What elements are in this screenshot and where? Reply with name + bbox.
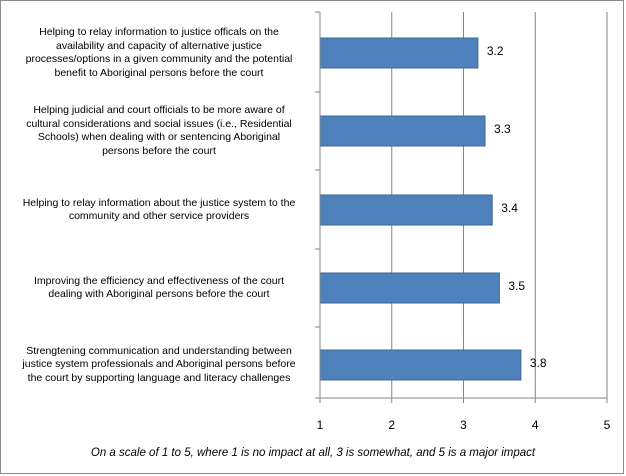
bar bbox=[319, 194, 493, 226]
data-label: 3.3 bbox=[494, 122, 511, 136]
data-label: 3.8 bbox=[529, 356, 547, 370]
category-label-line: availability and capacity of alternative… bbox=[55, 39, 263, 52]
category-label-line: persons before the court bbox=[102, 144, 216, 157]
category-label-line: Helping judicial and court officials to … bbox=[33, 104, 285, 116]
x-tick-label: 4 bbox=[531, 418, 539, 432]
bar bbox=[319, 37, 479, 69]
x-axis-caption: On a scale of 1 to 5, where 1 is no impa… bbox=[90, 447, 536, 459]
category-label-line: Strengtening communication and understan… bbox=[26, 344, 292, 357]
category-label: Helping judicial and court officials to … bbox=[10, 104, 308, 158]
category-label-line: dealing with Aboriginal persons before t… bbox=[48, 288, 270, 300]
category-label-line: justice system professionals and Aborigi… bbox=[22, 358, 296, 371]
category-label-line: benefit to Aboriginal persons before the… bbox=[54, 66, 264, 79]
x-tick-label: 2 bbox=[388, 418, 396, 432]
data-label: 3.4 bbox=[501, 201, 518, 215]
x-tick-label: 5 bbox=[603, 418, 611, 432]
bar bbox=[319, 272, 500, 304]
category-label-line: processes/options in a given community a… bbox=[25, 53, 293, 65]
x-tick-label: 1 bbox=[316, 418, 324, 432]
category-label-line: Helping to relay information to justice … bbox=[39, 26, 279, 38]
category-label-line: the court by supporting language and lit… bbox=[27, 371, 291, 384]
category-label: Improving the efficiency and effectivene… bbox=[10, 275, 308, 302]
category-label: Helping to relay information to justice … bbox=[10, 26, 308, 80]
category-label-line: Improving the efficiency and effectivene… bbox=[33, 274, 284, 287]
bar bbox=[319, 115, 486, 147]
category-label: Helping to relay information about the j… bbox=[10, 197, 308, 224]
category-label-line: Schools) when dealing with or sentencing… bbox=[37, 131, 281, 143]
category-label-line: cultural considerations and social issue… bbox=[26, 117, 292, 130]
category-label: Strengtening communication and understan… bbox=[10, 345, 308, 386]
category-label-line: community and other service providers bbox=[68, 210, 250, 222]
x-tick-label: 3 bbox=[460, 418, 467, 432]
bar bbox=[319, 349, 522, 381]
data-label: 3.2 bbox=[486, 44, 504, 58]
data-label: 3.5 bbox=[508, 279, 526, 293]
category-label-line: Helping to relay information about the j… bbox=[22, 196, 296, 209]
